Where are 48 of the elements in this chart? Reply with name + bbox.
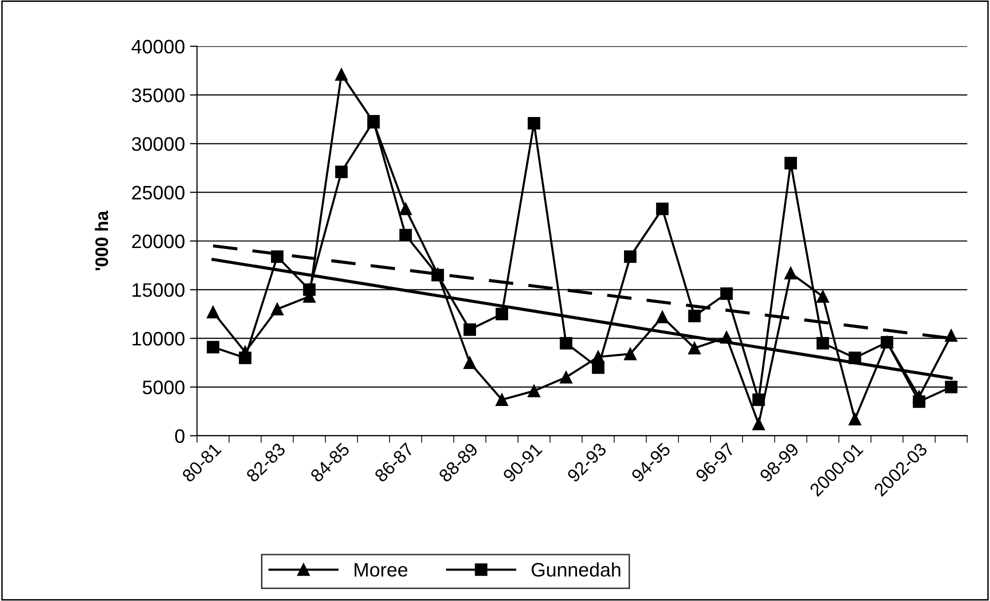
y-tick-label: 25000 (132, 186, 184, 200)
point (206, 340, 220, 354)
point (464, 323, 476, 336)
point (592, 350, 604, 364)
y-axis-title: '000 ha (94, 210, 108, 270)
point (238, 346, 252, 358)
point (784, 156, 797, 170)
y-tick-label: 15000 (132, 283, 184, 297)
point (496, 393, 508, 406)
y-tick-label: 5000 (142, 380, 184, 394)
point (848, 352, 862, 364)
point (752, 418, 765, 430)
legend-label: Gunnedah (532, 562, 620, 577)
point (528, 116, 540, 130)
legend-label: Moree (354, 563, 408, 577)
point (270, 250, 284, 263)
point (720, 331, 733, 344)
point (335, 68, 348, 81)
point (528, 384, 540, 398)
point (335, 166, 348, 178)
y-tick-label: 10000 (132, 332, 184, 346)
point (848, 412, 862, 426)
point (720, 287, 733, 300)
point (944, 380, 958, 394)
point (656, 310, 669, 324)
point (399, 228, 412, 242)
point (206, 306, 220, 318)
point (784, 266, 797, 280)
y-tick-label: 20000 (132, 234, 184, 248)
y-tick-label: 30000 (132, 137, 184, 151)
point (912, 390, 926, 404)
y-tick-label: 40000 (132, 40, 184, 54)
point (560, 371, 572, 384)
y-tick-label: 0 (175, 429, 184, 443)
point (816, 290, 830, 303)
point (270, 302, 284, 316)
point (624, 348, 637, 360)
point (560, 336, 572, 350)
point (496, 308, 508, 320)
point (656, 202, 669, 216)
point (816, 336, 830, 350)
y-tick-label: 35000 (132, 88, 184, 102)
point (688, 342, 701, 354)
point (624, 250, 637, 263)
point (399, 202, 412, 216)
point (944, 329, 958, 342)
point (688, 310, 701, 322)
point (464, 356, 476, 369)
